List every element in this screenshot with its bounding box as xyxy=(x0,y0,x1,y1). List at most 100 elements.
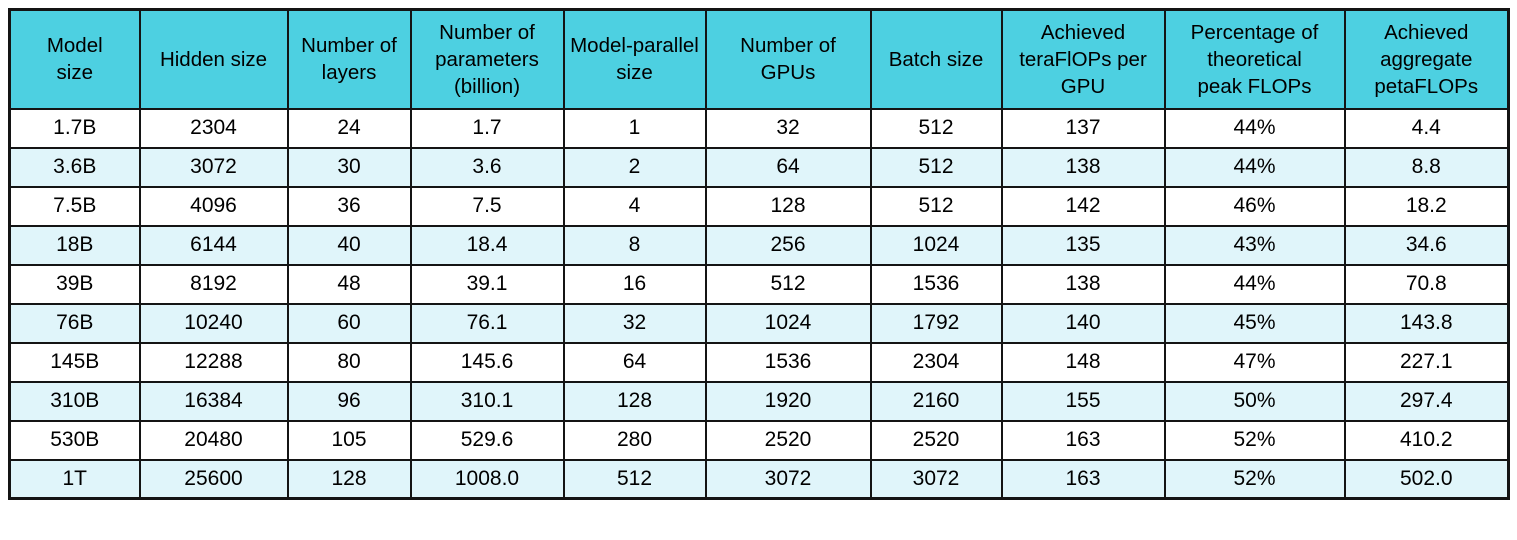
table-cell: 3.6B xyxy=(8,146,141,188)
table-cell: 16 xyxy=(562,263,707,305)
table-cell: 140 xyxy=(1000,302,1166,344)
table-row: 1T 25600 128 1008.0 512 3072 3072 163 52% 502.0 xyxy=(8,458,1510,500)
table-cell: 530B xyxy=(8,419,141,461)
table-cell: 48 xyxy=(286,263,412,305)
table-row: 530B 20480 105 529.6 280 2520 2520 163 52% 410.2 xyxy=(8,419,1510,461)
table-cell: 1920 xyxy=(704,380,872,422)
table-cell: 1024 xyxy=(869,224,1003,266)
table-cell: 512 xyxy=(869,146,1003,188)
table-cell: 3.6 xyxy=(409,146,565,188)
table-cell: 512 xyxy=(704,263,872,305)
table-cell: 45% xyxy=(1163,302,1346,344)
table-cell: 8192 xyxy=(138,263,289,305)
table-row: 18B 6144 40 18.4 8 256 1024 135 43% 34.6 xyxy=(8,224,1510,266)
table-cell: 16384 xyxy=(138,380,289,422)
table-cell: 1.7 xyxy=(409,107,565,149)
header-achieved-aggregate-petaflops: Achieved aggregate petaFLOPs xyxy=(1343,8,1510,110)
header-achieved-teraflops-per-gpu: Achieved teraFlOPs per GPU xyxy=(1000,8,1166,110)
table-header: Model size Hidden size Number of layers … xyxy=(8,8,1510,110)
table-cell: 512 xyxy=(562,458,707,500)
table-cell: 4096 xyxy=(138,185,289,227)
table-cell: 512 xyxy=(869,185,1003,227)
table-cell: 40 xyxy=(286,224,412,266)
table-cell: 47% xyxy=(1163,341,1346,383)
table-cell: 163 xyxy=(1000,458,1166,500)
header-number-of-layers: Number of layers xyxy=(286,8,412,110)
table-cell: 80 xyxy=(286,341,412,383)
header-row: Model size Hidden size Number of layers … xyxy=(8,8,1510,110)
page: { "colors": { "header_bg": "#4dd0e1", "r… xyxy=(0,8,1517,540)
table-cell: 512 xyxy=(869,107,1003,149)
table-cell: 280 xyxy=(562,419,707,461)
table-cell: 18B xyxy=(8,224,141,266)
table-cell: 39B xyxy=(8,263,141,305)
table-cell: 50% xyxy=(1163,380,1346,422)
table-cell: 227.1 xyxy=(1343,341,1510,383)
table-cell: 1536 xyxy=(869,263,1003,305)
table-cell: 52% xyxy=(1163,419,1346,461)
table-row: 1.7B 2304 24 1.7 1 32 512 137 44% 4.4 xyxy=(8,107,1510,149)
table-cell: 310B xyxy=(8,380,141,422)
table-cell: 410.2 xyxy=(1343,419,1510,461)
table-cell: 36 xyxy=(286,185,412,227)
table-cell: 3072 xyxy=(704,458,872,500)
table-cell: 310.1 xyxy=(409,380,565,422)
table-cell: 8.8 xyxy=(1343,146,1510,188)
table-cell: 64 xyxy=(704,146,872,188)
table-cell: 105 xyxy=(286,419,412,461)
table-cell: 2520 xyxy=(869,419,1003,461)
table-cell: 128 xyxy=(286,458,412,500)
table-cell: 2160 xyxy=(869,380,1003,422)
table-cell: 1536 xyxy=(704,341,872,383)
table-cell: 3072 xyxy=(138,146,289,188)
table-cell: 142 xyxy=(1000,185,1166,227)
table-cell: 1.7B xyxy=(8,107,141,149)
table-cell: 39.1 xyxy=(409,263,565,305)
header-model-parallel-size: Model-parallel size xyxy=(562,8,707,110)
table-cell: 96 xyxy=(286,380,412,422)
table-cell: 128 xyxy=(704,185,872,227)
header-number-of-gpus: Number of GPUs xyxy=(704,8,872,110)
table-cell: 143.8 xyxy=(1343,302,1510,344)
header-percentage-theoretical-peak-flops: Percentage of theoretical peak FLOPs xyxy=(1163,8,1346,110)
table-cell: 2304 xyxy=(869,341,1003,383)
table-row: 3.6B 3072 30 3.6 2 64 512 138 44% 8.8 xyxy=(8,146,1510,188)
table-cell: 502.0 xyxy=(1343,458,1510,500)
table-cell: 44% xyxy=(1163,263,1346,305)
table-cell: 297.4 xyxy=(1343,380,1510,422)
table-cell: 1 xyxy=(562,107,707,149)
table-cell: 529.6 xyxy=(409,419,565,461)
table-cell: 18.4 xyxy=(409,224,565,266)
table-cell: 2 xyxy=(562,146,707,188)
table-cell: 1792 xyxy=(869,302,1003,344)
table-cell: 52% xyxy=(1163,458,1346,500)
model-scaling-table: Model size Hidden size Number of layers … xyxy=(8,8,1510,500)
table-cell: 25600 xyxy=(138,458,289,500)
table-cell: 138 xyxy=(1000,263,1166,305)
table-cell: 145B xyxy=(8,341,141,383)
header-hidden-size: Hidden size xyxy=(138,8,289,110)
table-cell: 24 xyxy=(286,107,412,149)
table-body: 1.7B 2304 24 1.7 1 32 512 137 44% 4.4 3.6B 3072 30 3.… xyxy=(8,107,1510,500)
table-cell: 44% xyxy=(1163,146,1346,188)
table-cell: 1024 xyxy=(704,302,872,344)
table-cell: 3072 xyxy=(869,458,1003,500)
table-cell: 12288 xyxy=(138,341,289,383)
table-cell: 138 xyxy=(1000,146,1166,188)
table-cell: 76.1 xyxy=(409,302,565,344)
table-cell: 30 xyxy=(286,146,412,188)
table-cell: 32 xyxy=(562,302,707,344)
table-cell: 1008.0 xyxy=(409,458,565,500)
table-cell: 4.4 xyxy=(1343,107,1510,149)
header-number-of-parameters: Number of parameters (billion) xyxy=(409,8,565,110)
table-cell: 64 xyxy=(562,341,707,383)
table-cell: 128 xyxy=(562,380,707,422)
table-cell: 2520 xyxy=(704,419,872,461)
table-cell: 76B xyxy=(8,302,141,344)
table-cell: 135 xyxy=(1000,224,1166,266)
table-cell: 18.2 xyxy=(1343,185,1510,227)
header-batch-size: Batch size xyxy=(869,8,1003,110)
table-cell: 43% xyxy=(1163,224,1346,266)
table-row: 7.5B 4096 36 7.5 4 128 512 142 46% 18.2 xyxy=(8,185,1510,227)
table-cell: 1T xyxy=(8,458,141,500)
